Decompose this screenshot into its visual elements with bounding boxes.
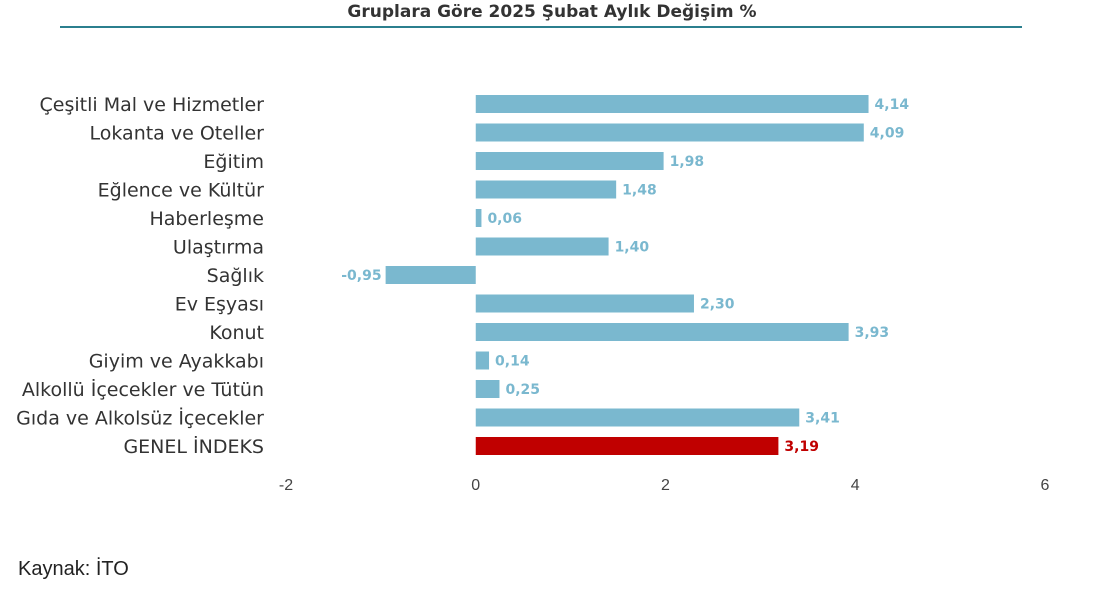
category-label: Giyim ve Ayakkabı: [89, 351, 264, 373]
category-label: Çeşitli Mal ve Hizmetler: [40, 94, 265, 116]
category-label: Eğlence ve Kültür: [98, 180, 265, 202]
value-label: 2,30: [700, 297, 735, 313]
value-label: -0,95: [341, 268, 381, 284]
value-label: 4,09: [870, 126, 905, 142]
bar: [475, 351, 490, 370]
value-label: 3,19: [784, 439, 819, 455]
bar: [475, 95, 869, 113]
title-rule: [60, 26, 1022, 28]
bars: [385, 95, 869, 455]
value-label: 3,41: [805, 411, 840, 427]
category-label: GENEL İNDEKS: [123, 435, 264, 458]
chart-title: Gruplara Göre 2025 Şubat Aylık Değişim %: [347, 2, 757, 22]
x-tick-labels: -2 0 2 4 6: [279, 477, 1050, 494]
bar: [475, 408, 800, 427]
value-labels: 4,14 4,09 1,98 1,48 0,06 1,40 -0,95 2,30 3,93 0,1…: [341, 97, 909, 455]
category-label: Eğitim: [203, 151, 264, 173]
category-labels: Çeşitli Mal ve Hizmetler Lokanta ve Otell…: [16, 94, 264, 458]
category-label: Ev Eşyası: [175, 294, 264, 316]
category-label: Ulaştırma: [173, 237, 264, 259]
x-tick-label: 0: [471, 477, 480, 494]
category-label: Alkollü İçecekler ve Tütün: [22, 378, 264, 401]
bar: [475, 209, 482, 227]
bar: [475, 323, 849, 341]
category-label: Haberleşme: [149, 208, 264, 230]
value-label: 4,14: [875, 97, 910, 113]
x-tick-label: -2: [279, 477, 293, 494]
category-label: Lokanta ve Oteller: [90, 123, 265, 145]
bar: [475, 380, 500, 398]
bar: [475, 152, 664, 170]
value-label: 0,25: [505, 382, 540, 398]
value-label: 0,06: [487, 211, 522, 227]
x-tick-label: 6: [1041, 477, 1050, 494]
source-note: Kaynak: İTO: [18, 558, 129, 580]
value-label: 0,14: [495, 354, 530, 370]
category-label: Gıda ve Alkolsüz İçecekler: [16, 407, 264, 430]
bar: [475, 437, 779, 455]
bar: [385, 266, 476, 284]
category-label: Konut: [209, 322, 264, 344]
bar: [475, 180, 617, 199]
value-label: 1,40: [615, 240, 650, 256]
bar: [475, 294, 694, 313]
category-label: Sağlık: [207, 265, 264, 287]
bar: [475, 237, 609, 256]
bar: [475, 123, 864, 142]
x-tick-label: 4: [851, 477, 860, 494]
value-label: 1,98: [670, 154, 705, 170]
value-label: 1,48: [622, 183, 657, 199]
value-label: 3,93: [855, 325, 890, 341]
x-tick-label: 2: [661, 477, 670, 494]
